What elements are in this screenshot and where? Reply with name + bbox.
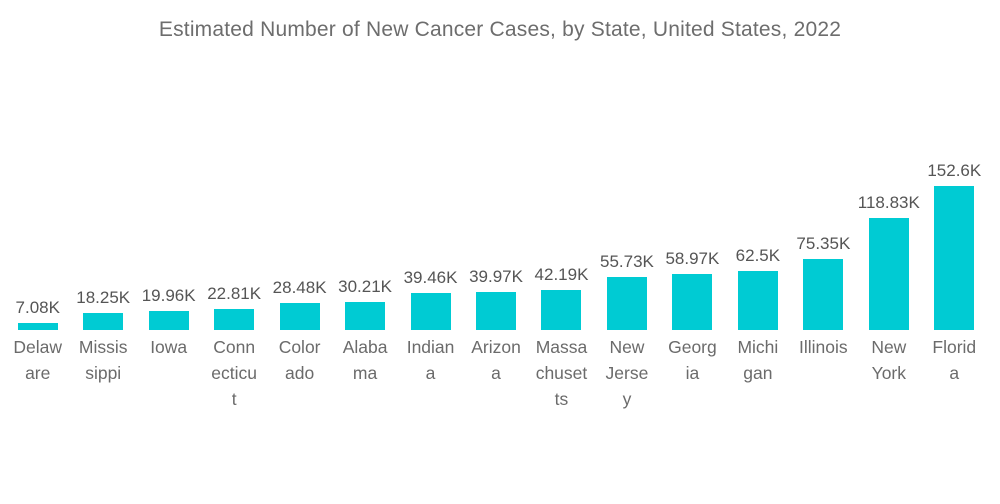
bar-value-label: 7.08K — [15, 298, 60, 318]
bar — [279, 303, 320, 330]
bar-column: 30.21K — [332, 276, 397, 330]
category-label-line: ado — [285, 363, 315, 383]
category-label-line: Delaw — [13, 337, 63, 357]
bar-value-label: 30.21K — [338, 276, 393, 296]
bar — [148, 311, 189, 330]
category-label-line: Illinois — [799, 337, 848, 357]
category-label-line: are — [25, 363, 51, 383]
category-label: Conn ecticu t — [201, 334, 266, 412]
category-label: Indian a — [398, 334, 463, 386]
bar — [410, 292, 451, 330]
category-label-line: Missis — [78, 337, 128, 357]
category-label: New Jerse y — [594, 334, 659, 412]
category-label: Alaba ma — [332, 334, 397, 386]
category-label-line: Jerse — [605, 363, 649, 383]
bar-column: 19.96K — [136, 286, 201, 330]
bar-value-label: 42.19K — [534, 265, 589, 285]
bar — [803, 258, 844, 330]
bar-value-label: 58.97K — [665, 249, 720, 269]
category-label-line: Michi — [737, 337, 779, 357]
chart-title: Estimated Number of New Cancer Cases, by… — [158, 18, 842, 41]
category-label-line: sippi — [85, 363, 122, 383]
bar-column: 7.08K — [5, 298, 70, 330]
category-label-line: a — [949, 363, 960, 383]
bar-value-label: 39.46K — [403, 267, 458, 287]
category-label: Iowa — [136, 334, 201, 360]
bar-column: 39.46K — [398, 268, 463, 330]
bar-value-label: 22.81K — [207, 283, 262, 303]
bar-column: 28.48K — [267, 278, 332, 330]
bar-column: 42.19K — [529, 265, 594, 330]
category-label-line: Arizon — [471, 337, 521, 357]
category-label-line: Color — [278, 337, 321, 357]
bar — [672, 274, 713, 330]
category-label-line: y — [622, 389, 632, 409]
category-label-line: Georg — [668, 337, 717, 357]
bar — [737, 271, 778, 330]
category-label: Delaw are — [5, 334, 70, 386]
bar-value-label: 118.83K — [857, 192, 920, 212]
bar — [541, 290, 582, 330]
bar-column: 55.73K — [594, 252, 659, 330]
category-label-line: Florid — [932, 337, 977, 357]
bar — [214, 308, 255, 330]
category-label-line: a — [425, 363, 436, 383]
bar-column: 62.5K — [725, 246, 790, 330]
bar-column: 75.35K — [791, 234, 856, 330]
category-label-line: ts — [554, 389, 569, 409]
bar — [345, 301, 386, 330]
category-label-line: Indian — [406, 337, 455, 357]
category-label-line: Alaba — [342, 337, 388, 357]
category-label-line: t — [231, 389, 237, 409]
plot-area: 7.08K 18.25K 19.96K 22.81K 28.48K 30.21K 39.46… — [5, 70, 987, 330]
category-label-line: Conn — [213, 337, 256, 357]
category-label-line: chuset — [535, 363, 588, 383]
bar-value-label: 152.6K — [927, 161, 982, 180]
bar-value-label: 55.73K — [600, 252, 654, 272]
category-label-line: New — [609, 337, 645, 357]
bar-value-label: 75.35K — [796, 233, 851, 253]
bar — [83, 312, 124, 330]
category-label-line: Massa — [535, 337, 588, 357]
category-label: Color ado — [267, 334, 332, 386]
category-label: Illinois — [791, 334, 856, 360]
category-axis: Delaw are Missis sippi Iowa Conn ecticu t Color a… — [5, 334, 987, 412]
bar-value-label: 62.5K — [735, 246, 781, 265]
bar-value-label: 28.48K — [272, 278, 327, 298]
bar — [476, 292, 517, 330]
category-label-line: New — [871, 337, 907, 357]
category-label-line: gan — [743, 363, 773, 383]
bar-column: 118.83K — [856, 193, 921, 330]
bar — [606, 277, 647, 330]
bar-column: 58.97K — [660, 249, 725, 330]
bar-value-label: 19.96K — [141, 286, 196, 306]
category-label-line: Iowa — [150, 337, 188, 357]
bar-column: 22.81K — [201, 283, 266, 330]
category-label-line: ia — [685, 363, 700, 383]
bar-value-label: 39.97K — [469, 267, 523, 287]
bar-column: 152.6K — [922, 161, 987, 330]
bar-value-label: 18.25K — [76, 287, 131, 307]
category-label-line: ma — [352, 363, 378, 383]
category-label-line: a — [491, 363, 501, 383]
category-label: Florid a — [922, 334, 987, 386]
category-label: Michi gan — [725, 334, 790, 386]
bar — [17, 323, 58, 330]
category-label: Massa chuset ts — [529, 334, 594, 412]
category-label: Missis sippi — [70, 334, 135, 386]
category-label-line: ecticu — [211, 363, 257, 383]
bar-column: 39.97K — [463, 267, 528, 330]
category-label: New York — [856, 334, 921, 386]
category-label: Georg ia — [660, 334, 725, 386]
category-label: Arizon a — [463, 334, 528, 386]
bar-column: 18.25K — [70, 288, 135, 330]
category-label-line: York — [871, 363, 907, 383]
bar — [934, 186, 975, 330]
bar — [868, 217, 909, 330]
